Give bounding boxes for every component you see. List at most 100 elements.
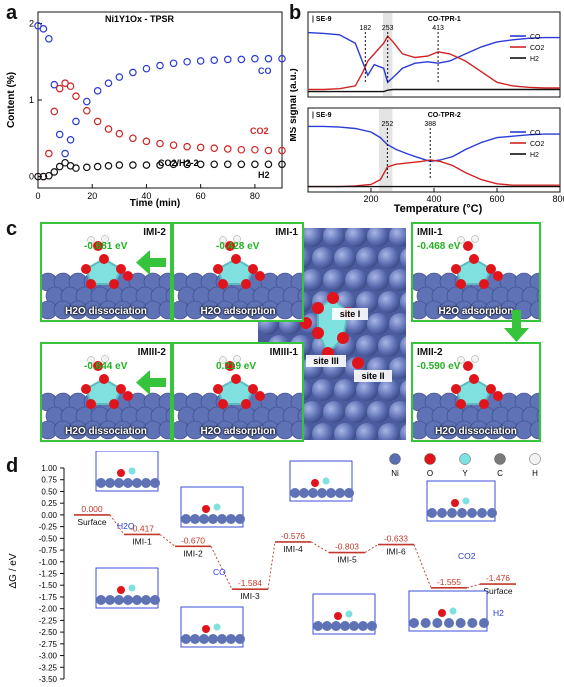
surface-atom [358,621,368,631]
surface-atom [132,478,142,488]
panel-d-ytick-label: -2.75 [39,640,58,649]
panel-a-point-co [196,57,205,65]
surface-atom [165,288,170,304]
yttrium-atom [128,584,136,592]
panel-d-ytick-label: -2.50 [39,628,58,637]
oxygen-atom [248,264,258,274]
panel-a-point-co [45,34,53,43]
panel-a-point-h2 [50,168,59,176]
legend-atom-label: C [497,469,503,478]
panel-d-level-value: -1.555 [437,577,461,587]
panel-d-ytick-label: 0.50 [41,487,57,496]
oxygen-atom [231,254,241,264]
yttrium-atom [449,607,457,615]
panel-letter-b: b [289,2,302,24]
surface-atom [427,508,437,518]
site-i-label: site I [340,309,361,319]
panel-d-ytick-label: -2.00 [39,605,58,614]
panel-a-point-co2 [104,125,113,133]
panel-a-point-co [66,135,75,144]
surface-atom [367,621,377,631]
oxygen-atom [469,254,479,264]
panel-a-point-co [55,130,64,139]
panel-b-line-co [307,31,560,84]
oxygen-atom [99,254,109,264]
surface-atom [323,269,345,291]
surface-atom [114,478,124,488]
panel-b-xtick-label: 800 [552,194,564,204]
panel-b-legend-label: CO2 [530,141,545,148]
panel-a-xtick-label: 20 [87,191,97,201]
surface-atom [400,380,406,400]
panel-a-ytick-label: 0 [29,172,34,182]
surface-atom [132,595,142,605]
tile-imii-2-energy: -0.590 eV [417,361,461,372]
surface-atom [158,420,170,440]
oxygen-atom [241,279,251,289]
surface-atom [389,228,406,247]
surface-atom [467,508,477,518]
surface-atom [208,514,218,524]
hydrogen-atom [101,235,109,243]
panel-b-subtitle: CO-TPR-2 [428,112,461,119]
oxygen-atom [218,399,228,409]
panel-d-ytick-label: -0.50 [39,534,58,543]
panel-a-point-co [83,97,91,106]
panel-d-level-label: Surface [77,517,107,527]
panel-a-point-h2 [183,160,191,169]
oxygen-atom [99,374,109,384]
tile-imii-2-caption: H2O dissociation [435,426,517,437]
oxygen-atom [479,399,489,409]
panel-a-point-co [61,149,69,158]
panel-letter-a: a [6,2,18,24]
tile-structure [42,355,170,440]
yttrium-atom [213,503,221,511]
surface-atom [334,247,356,269]
panel-a-point-h2 [196,160,205,169]
panel-b-ylabel: MS signal (a.u.) [290,68,299,141]
panel-a-point-co2 [142,137,151,146]
panel-a-point-co [183,57,191,66]
panel-d-connector [310,541,330,553]
yttrium-atom [345,610,353,618]
panel-a-point-co [93,87,102,95]
oxygen-atom [116,264,126,274]
surface-atom [367,228,389,247]
panel-d-connector [466,583,481,589]
surface-atom [301,269,323,291]
oxygen-atom [109,399,119,409]
surface-atom [297,288,302,304]
panel-a-point-co [251,54,259,63]
panel-d-ytick-label: -3.25 [39,663,58,672]
panel-d-annotation: CO2 [458,551,476,561]
oxygen-atom [117,469,125,477]
yttrium-atom [322,477,330,485]
panel-b-subtitle: CO-TPR-1 [428,16,461,23]
surface-atom [378,291,400,313]
panel-d-level-value: -1.476 [486,573,510,583]
oxygen-atom [451,499,459,507]
panel-a-legend-co2: CO2 [250,126,269,136]
panel-a-point-co2 [210,144,219,153]
panel-d-annotation: CO [213,567,226,577]
tile-imiii-1: IMIII-1 0.219 eV H2O adsorption [172,342,304,442]
panel-d-level-label: IMI-5 [337,555,357,565]
tile-structure [42,235,170,320]
panel-d-connector [109,514,125,535]
panel-d-level-value: -0.670 [181,535,205,545]
surface-atom [114,595,124,605]
panel-b-frame [307,11,561,98]
panel-d-level-label: Surface [483,586,513,596]
surface-atom [477,508,487,518]
panel-d-ytick-label: 1.00 [41,464,57,473]
panel-a-point-h2 [237,160,246,169]
panel-letter-d: d [6,455,19,477]
surface-atom [389,269,406,291]
panel-a-point-co [50,80,59,89]
oxygen-atom [123,391,133,401]
legend-atom-c [494,453,506,465]
panel-a-point-co2 [264,146,273,155]
panel-a-point-h2 [129,161,137,169]
surface-atom [235,514,245,524]
tile-imi-1-energy: -0.428 eV [216,241,260,252]
